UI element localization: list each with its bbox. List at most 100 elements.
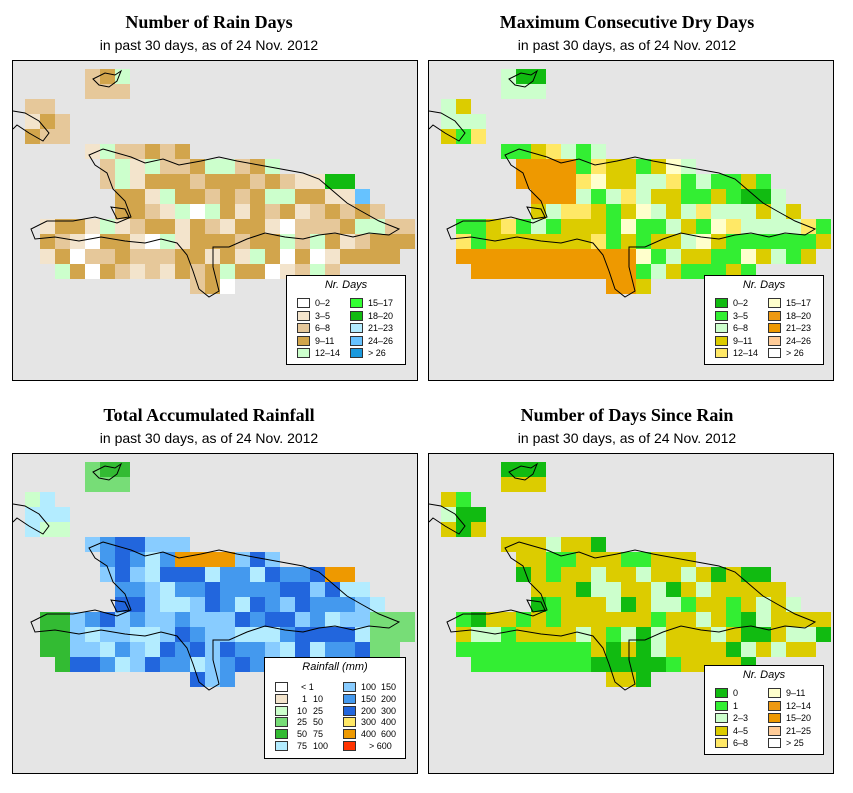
grid-cell [741, 234, 756, 249]
grid-cell [235, 264, 250, 279]
grid-cell [250, 552, 265, 567]
grid-cell [25, 99, 40, 114]
legend-label: 4–5 [733, 725, 749, 736]
grid-cell [576, 189, 591, 204]
grid-cell [696, 642, 711, 657]
grid-cell [756, 567, 771, 582]
grid-cell [696, 249, 711, 264]
grid-cell [205, 234, 220, 249]
grid-cell [40, 234, 55, 249]
grid-cell [801, 249, 816, 264]
grid-cell [456, 627, 471, 642]
grid-cell [85, 234, 100, 249]
grid-cell [295, 174, 310, 189]
grid-cell [310, 582, 325, 597]
grid-cell [726, 204, 741, 219]
legend-label: 15–20 [786, 713, 812, 723]
grid-cell [531, 264, 546, 279]
grid-cell [145, 537, 160, 552]
grid-cell [471, 234, 486, 249]
legend-swatch [350, 310, 363, 321]
grid-cell [130, 144, 145, 159]
grid-cell [100, 612, 115, 627]
grid-cell [220, 642, 235, 657]
grid-cell [681, 234, 696, 249]
grid-cell [310, 189, 325, 204]
grid-cell [175, 189, 190, 204]
grid-cell [741, 627, 756, 642]
grid-cell [325, 249, 340, 264]
legend-since-rain: Nr. Days 0 1 2–3 4–5 6–8 9–11 12–14 15–20 21–25 >… [704, 665, 824, 755]
grid-cell [471, 642, 486, 657]
grid-cell [801, 627, 816, 642]
grid-cell [696, 567, 711, 582]
grid-cell [726, 219, 741, 234]
grid-cell [55, 129, 70, 144]
legend-range-low: 150 [361, 693, 377, 704]
grid-cell [325, 204, 340, 219]
grid-cell [295, 189, 310, 204]
grid-cell [160, 204, 175, 219]
grid-cell [471, 612, 486, 627]
grid-cell [636, 552, 651, 567]
legend-range-low: 1 [301, 693, 307, 704]
grid-cell [666, 249, 681, 264]
grid-cell [621, 159, 636, 174]
grid-cell [340, 189, 355, 204]
grid-cell [561, 537, 576, 552]
grid-cell [205, 597, 220, 612]
grid-cell [235, 612, 250, 627]
grid-cell [70, 234, 85, 249]
legend-label: 12–14 [733, 348, 759, 358]
grid-cell [576, 174, 591, 189]
grid-cell [100, 249, 115, 264]
coastline [446, 148, 817, 298]
grid-cell [85, 264, 100, 279]
grid-cell [471, 264, 486, 279]
grid-cell [250, 219, 265, 234]
grid-cell [250, 264, 265, 279]
grid-cell [220, 279, 235, 294]
grid-cell [130, 159, 145, 174]
legend-swatch [297, 310, 310, 321]
legend-label: 15–17 [368, 298, 394, 308]
legend-range-high: 10 [313, 693, 324, 704]
grid-cell [40, 114, 55, 129]
grid-cell [561, 144, 576, 159]
grid-cell [786, 627, 801, 642]
grid-cell [741, 219, 756, 234]
grid-cell [606, 627, 621, 642]
grid-cell [40, 627, 55, 642]
grid-cell [696, 219, 711, 234]
grid-cell [591, 234, 606, 249]
grid-cell [456, 492, 471, 507]
grid-cell [190, 657, 205, 672]
grid-cell [190, 264, 205, 279]
grid-cell [175, 627, 190, 642]
legend-swatch [350, 298, 363, 308]
legend-swatch [715, 700, 728, 711]
grid-cell [591, 597, 606, 612]
grid-cell [681, 264, 696, 279]
grid-cell [280, 219, 295, 234]
legend-label: 6–8 [315, 323, 331, 333]
legend-label: 0 [733, 688, 739, 698]
grid-cell [546, 597, 561, 612]
grid-cell [636, 234, 651, 249]
grid-cell [325, 582, 340, 597]
grid-cell [681, 204, 696, 219]
grid-cell [786, 249, 801, 264]
panel-subtitle: in past 30 days, as of 24 Nov. 2012 [517, 37, 737, 53]
grid-cell [636, 264, 651, 279]
grid-cell [220, 204, 235, 219]
grid-cell [546, 249, 561, 264]
grid-cell [561, 642, 576, 657]
legend-swatch [343, 682, 356, 692]
grid-cell [651, 582, 666, 597]
grid-cell [190, 582, 205, 597]
grid-cell [621, 204, 636, 219]
grid-cell [325, 642, 340, 657]
grid-cell [115, 174, 130, 189]
grid-cell [340, 567, 355, 582]
grid-cell [621, 279, 636, 294]
